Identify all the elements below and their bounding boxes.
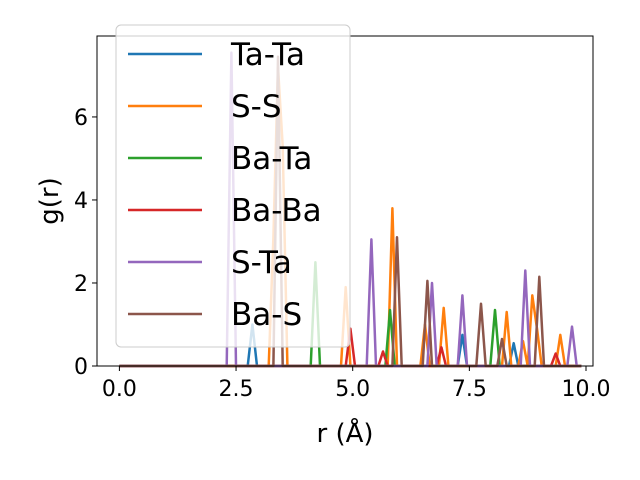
x-axis: 0.0 2.5 5.0 7.5 10.0 [102,366,611,402]
x-axis-label: r (Å) [316,417,373,449]
x-tick-label: 0.0 [102,377,137,402]
legend-label: Ba-S [231,297,302,333]
x-tick-label: 10.0 [562,377,611,402]
legend-label: Ba-Ba [231,193,322,229]
y-tick-label: 4 [74,189,88,214]
legend-label: S-Ta [231,245,292,281]
legend: Ta-Ta S-S Ba-Ta Ba-Ba S-Ta Ba-S [115,24,351,348]
y-axis-label: g(r) [35,177,65,224]
legend-label: S-S [231,89,282,125]
y-tick-label: 6 [74,106,88,131]
x-tick-label: 5.0 [335,377,370,402]
y-tick-label: 2 [74,272,88,297]
x-tick-label: 2.5 [219,377,254,402]
legend-label: Ta-Ta [230,37,305,73]
y-axis: 0 2 4 6 [74,106,97,380]
x-tick-label: 7.5 [452,377,487,402]
legend-label: Ba-Ta [231,141,312,177]
y-tick-label: 0 [74,355,88,380]
